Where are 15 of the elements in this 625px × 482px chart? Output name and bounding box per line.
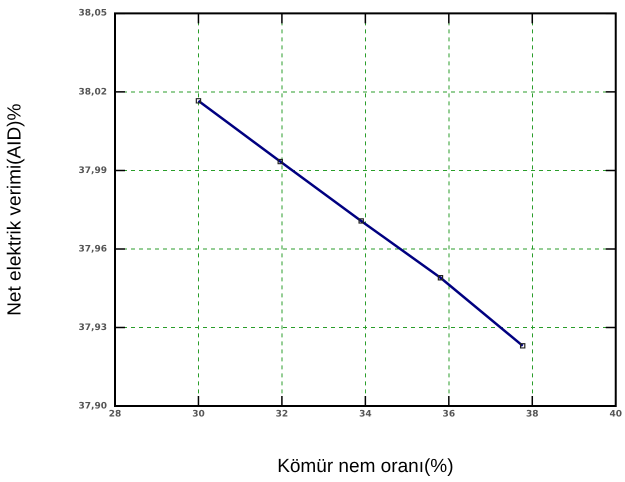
y-tick-label: 37,96: [78, 244, 107, 254]
x-tick-label: 40: [609, 410, 622, 420]
y-tick-label: 38,02: [78, 87, 107, 98]
x-tick-label: 34: [359, 410, 372, 420]
y-tick-label: 37,90: [78, 401, 107, 412]
x-axis-title: Kömür nem oranı(%): [277, 456, 454, 477]
x-tick-label: 30: [192, 410, 205, 420]
x-tick-label: 36: [442, 410, 456, 420]
x-tick-label: 28: [108, 410, 122, 420]
y-tick-label: 37,99: [78, 166, 107, 176]
y-tick-label: 38,05: [78, 8, 107, 19]
y-tick-label: 37,93: [78, 322, 107, 333]
x-tick-label: 38: [526, 410, 539, 420]
y-axis-title: Net elektrik verimi(AID)%: [4, 104, 26, 316]
x-tick-label: 32: [276, 410, 288, 420]
